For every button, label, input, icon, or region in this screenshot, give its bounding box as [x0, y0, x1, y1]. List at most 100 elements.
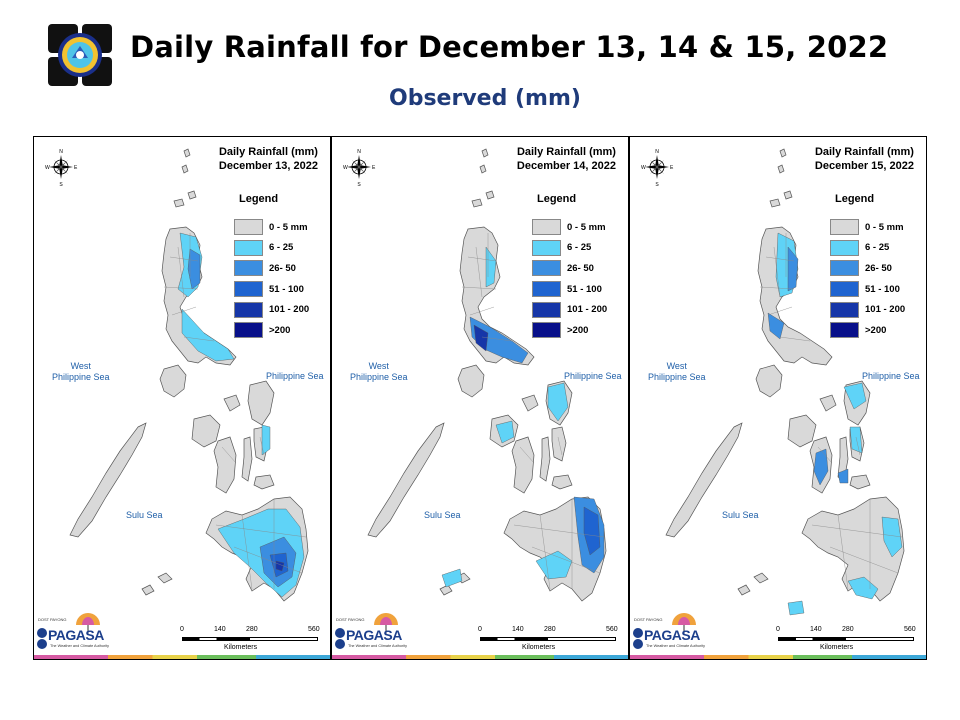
legend-swatch [830, 322, 859, 339]
island-mindoro [457, 364, 485, 398]
philippine-sea-label: Philippine Sea [564, 371, 622, 381]
province-boundary [171, 306, 197, 316]
rainfall-zone [767, 312, 785, 340]
island-palawan [665, 422, 743, 538]
payong-label: PAYONG [50, 617, 67, 622]
province-boundary [177, 246, 185, 298]
philippine-sea-label: Philippine Sea [862, 371, 920, 381]
pagasa-logo: DOST PAYONG PAGASA The Weather and Climate … [36, 611, 109, 653]
legend-title: Legend [537, 193, 577, 205]
panel-title: Daily Rainfall (mm) December 13, 2022 [218, 146, 318, 172]
panel-title: Daily Rainfall (mm) December 15, 2022 [814, 146, 914, 172]
pagasa-wordmark: PAGASA [644, 627, 700, 643]
island-babuyan [769, 190, 793, 208]
legend-item: >200 [234, 320, 309, 341]
pagasa-emblem-icon [633, 613, 696, 649]
island-bohol [849, 474, 871, 490]
west-philippine-sea-label: West Philippine Sea [350, 361, 408, 382]
rainfall-zone [787, 600, 805, 616]
rainfall-zone [485, 246, 497, 288]
pagasa-logo: DOST PAYONG PAGASA The Weather and Climate … [632, 611, 706, 653]
legend-swatch [234, 219, 263, 236]
pagasa-tagline: The Weather and Climate Authority [646, 644, 706, 648]
island-babuyan [471, 190, 495, 208]
rainfall-zone [849, 426, 863, 454]
scale-tick-label: 0 [180, 626, 184, 633]
legend-item: >200 [830, 320, 905, 341]
province-boundary [461, 286, 497, 290]
rainfall-zone [847, 576, 879, 600]
legend-label: 101 - 200 [865, 304, 906, 316]
legend: 0 - 5 mm 6 - 25 26- 50 51 - 100 101 - 200 >20… [830, 217, 905, 341]
philippines-rainfall-map [367, 148, 607, 602]
legend-label: 101 - 200 [269, 304, 310, 316]
pagasa-emblem-icon [37, 613, 100, 649]
payong-label: PAYONG [348, 617, 365, 622]
legend-swatch [830, 239, 859, 256]
legend-swatch [532, 260, 561, 277]
legend-label: 101 - 200 [567, 304, 608, 316]
province-boundary [259, 436, 265, 456]
legend-label: 6 - 25 [567, 242, 592, 254]
svg-text:S: S [655, 182, 659, 187]
legend-item: 101 - 200 [532, 299, 607, 320]
philippines-rainfall-map [69, 148, 309, 602]
legend-swatch [234, 281, 263, 298]
province-boundary [855, 436, 861, 456]
scale-tick-label: 140 [512, 626, 524, 633]
province-boundary [519, 446, 535, 464]
pagasa-tagline: The Weather and Climate Authority [348, 644, 408, 648]
island-mindanao [801, 496, 905, 602]
scale-tick-label: 280 [246, 626, 258, 633]
province-boundary [557, 436, 563, 456]
province-boundary [183, 336, 215, 342]
legend-swatch [830, 281, 859, 298]
province-boundary [469, 306, 495, 316]
island-batanes [777, 148, 787, 174]
scale-bar: 0 140 280 560 Kilometers [776, 625, 918, 655]
rainfall-zone [837, 468, 849, 484]
legend-label: 51 - 100 [567, 283, 602, 295]
scale-tick-label: 560 [904, 626, 916, 633]
rainfall-zone [187, 248, 201, 290]
legend-label: 26- 50 [865, 262, 892, 274]
island-mindoro [159, 364, 187, 398]
legend-item: 101 - 200 [234, 299, 309, 320]
rainfall-zone [843, 382, 867, 410]
island-samar [247, 380, 275, 426]
legend-item: 6 - 25 [532, 238, 607, 259]
rainfall-zone [495, 420, 515, 444]
island-bohol [253, 474, 275, 490]
legend-swatch [234, 239, 263, 256]
legend-swatch [234, 301, 263, 318]
island-batanes [181, 148, 191, 174]
rainfall-zone [813, 448, 829, 486]
pagasa-emblem-icon [335, 613, 398, 649]
legend-item: >200 [532, 320, 607, 341]
legend-label: >200 [269, 324, 291, 336]
province-boundary [163, 286, 199, 290]
legend-item: 0 - 5 mm [532, 217, 607, 238]
legend-item: 6 - 25 [830, 238, 905, 259]
legend-item: 6 - 25 [234, 238, 309, 259]
province-boundary [169, 256, 199, 262]
svg-text:N: N [357, 149, 361, 155]
legend-swatch [234, 322, 263, 339]
rainfall-zone [535, 550, 573, 580]
province-boundary [773, 246, 781, 298]
island-panay [191, 414, 221, 448]
island-negros [511, 436, 535, 494]
legend-label: 0 - 5 mm [269, 221, 308, 233]
rainfall-map-panel-dec14: Daily Rainfall (mm) December 14, 2022 Le… [331, 136, 629, 660]
legend-item: 51 - 100 [532, 279, 607, 300]
legend-title: Legend [239, 193, 279, 205]
dost-label: DOST [336, 617, 348, 622]
rainfall-zone [261, 424, 271, 456]
scale-unit-label: Kilometers [224, 644, 258, 651]
legend: 0 - 5 mm 6 - 25 26- 50 51 - 100 101 - 200 >20… [234, 217, 309, 341]
island-mindoro [755, 364, 783, 398]
sulu-sea-label: Sulu Sea [126, 510, 163, 520]
legend-label: >200 [567, 324, 589, 336]
island-masbate [819, 394, 837, 412]
scale-bar: 0 140 280 560 Kilometers [180, 625, 322, 655]
